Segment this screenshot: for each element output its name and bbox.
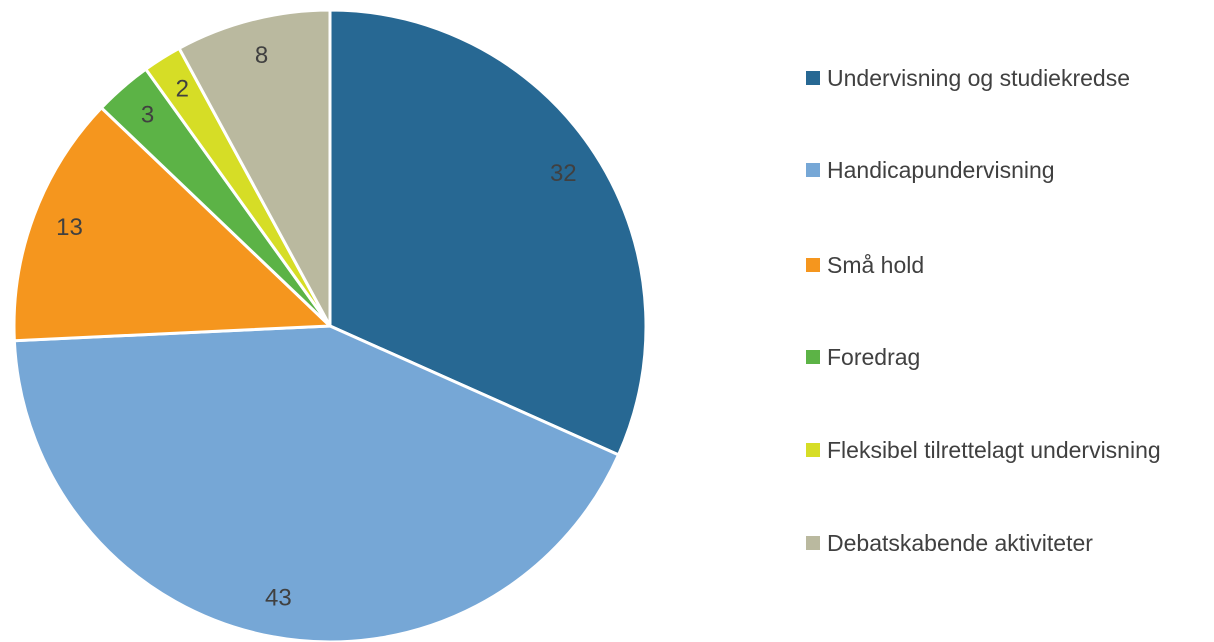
legend-swatch bbox=[806, 258, 820, 272]
pie-slice bbox=[12, 324, 621, 642]
legend-label: Små hold bbox=[827, 252, 925, 278]
data-label: 2 bbox=[176, 76, 189, 103]
legend-swatch bbox=[806, 443, 820, 457]
legend-item: Undervisning og studiekredse bbox=[806, 59, 1206, 97]
pie-slice bbox=[12, 105, 334, 343]
pie-slice bbox=[328, 8, 648, 457]
legend-item: Små hold bbox=[806, 246, 1206, 284]
legend-swatch bbox=[806, 163, 820, 177]
legend-label: Handicapundervisning bbox=[827, 157, 1055, 183]
legend-item: Handicapundervisning bbox=[806, 151, 1206, 189]
legend-item: Fleksibel tilrettelagt undervisning bbox=[806, 431, 1206, 469]
legend-item: Foredrag bbox=[806, 338, 1206, 376]
legend-swatch bbox=[806, 71, 820, 85]
data-label: 8 bbox=[255, 42, 268, 69]
legend-label: Foredrag bbox=[827, 344, 921, 370]
pie-chart: 32 43 13 32 8 bbox=[12, 8, 648, 642]
legend-swatch bbox=[806, 536, 820, 550]
legend-label: Debatskabende aktiviteter bbox=[827, 530, 1093, 556]
legend-label: Fleksibel tilrettelagt undervisning bbox=[827, 437, 1161, 463]
legend-item: Debatskabende aktiviteter bbox=[806, 524, 1206, 562]
data-label: 13 bbox=[56, 214, 83, 241]
data-label: 3 bbox=[141, 101, 154, 128]
data-label: 43 bbox=[265, 585, 292, 612]
legend-label: Undervisning og studiekredse bbox=[827, 65, 1131, 91]
data-label: 32 bbox=[550, 160, 577, 187]
pie-slice bbox=[177, 8, 332, 327]
legend-swatch bbox=[806, 350, 820, 364]
